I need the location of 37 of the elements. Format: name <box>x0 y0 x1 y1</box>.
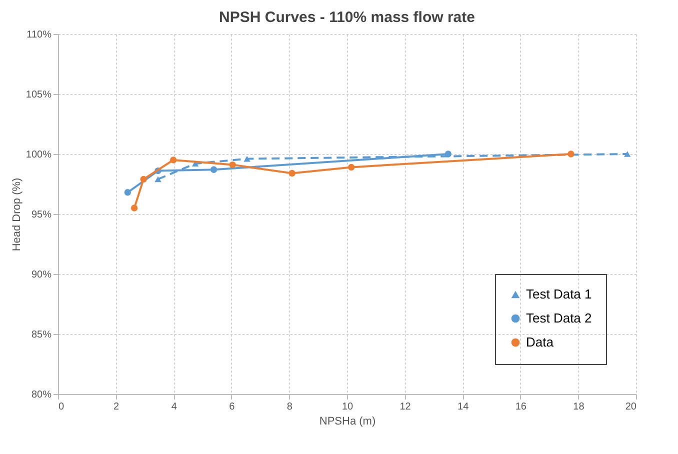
point <box>124 189 132 196</box>
legend-label: Test Data 2 <box>526 310 592 326</box>
x-tick-label: 8 <box>286 402 293 412</box>
point <box>170 156 177 164</box>
x-axis-title: NPSHa (m) <box>319 416 376 428</box>
y-tick-label: 90% <box>31 270 52 280</box>
y-tick-label: 105% <box>26 90 52 100</box>
x-tick-label: 10 <box>342 402 354 412</box>
x-tick-label: 16 <box>515 402 527 412</box>
x-tick-label: 20 <box>625 402 637 412</box>
chart-title: NPSH Curves - 110% mass flow rate <box>219 9 475 26</box>
point <box>568 150 574 158</box>
point <box>229 161 236 168</box>
point <box>130 204 138 212</box>
point <box>244 156 250 162</box>
point <box>348 164 355 171</box>
point <box>288 170 296 177</box>
point <box>140 176 147 183</box>
y-tick-label: 80% <box>31 390 52 400</box>
point <box>444 150 452 158</box>
y-tick-label: 85% <box>31 330 52 340</box>
y-tick-label: 95% <box>31 210 52 220</box>
point <box>210 166 218 173</box>
point <box>624 151 631 157</box>
x-tick-label: 18 <box>573 402 585 412</box>
x-tick-label: 4 <box>171 402 178 412</box>
x-tick-label: 2 <box>114 402 120 412</box>
y-tick-label: 100% <box>26 150 52 160</box>
x-tick-label: 0 <box>58 402 64 412</box>
y-tick-label: 110% <box>26 30 52 40</box>
x-tick-label: 6 <box>229 402 236 412</box>
x-tick-label: 12 <box>400 402 412 412</box>
x-tick-label: 14 <box>458 402 470 412</box>
point <box>154 176 162 182</box>
legend-label: Data <box>526 334 554 350</box>
legend-label: Test Data 1 <box>526 286 592 302</box>
y-axis-title: Head Drop (%) <box>10 178 23 252</box>
